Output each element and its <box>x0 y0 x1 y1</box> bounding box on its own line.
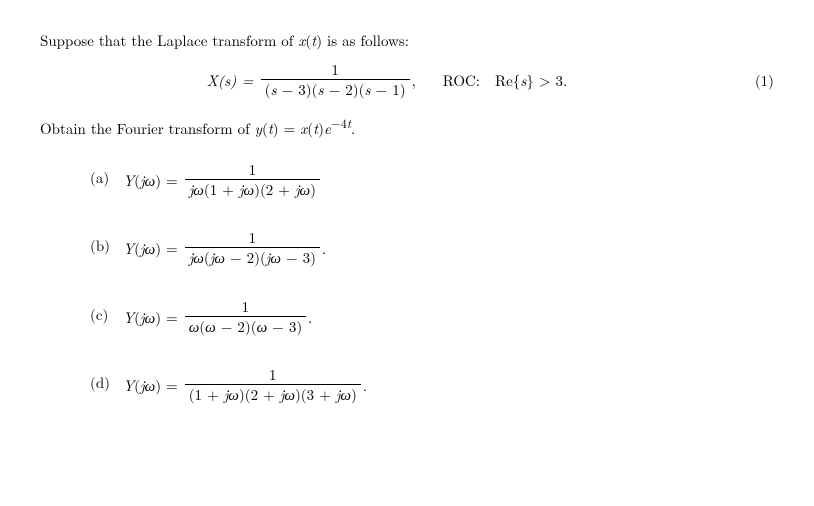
option-den: (1 + jω)(2 + jω)(3 + jω) <box>185 385 361 405</box>
option-fraction: 1 jω(1 + jω)(2 + jω) <box>185 161 320 200</box>
equation-row: X(s) = 1 (s − 3)(s − 2)(s − 1) , ROC: Re… <box>40 61 774 100</box>
option-fraction: 1 ω(ω − 2)(ω − 3) <box>185 298 306 337</box>
eq-roc: ROC: Re{s} > 3. <box>443 70 567 91</box>
prompt-eq: y <box>255 118 262 139</box>
prompt-exp: −4t <box>331 114 351 132</box>
prompt-suffix: . <box>351 118 355 139</box>
eq-comma: , <box>412 70 416 91</box>
eq-lhs: X(s) = <box>207 70 259 91</box>
option-num: 1 <box>185 229 320 248</box>
option-b: (b) Y(jω) = 1 jω(jω − 2)(jω − 3) . <box>90 229 774 268</box>
eq-fraction: 1 (s − 3)(s − 2)(s − 1) <box>261 61 410 100</box>
prompt-text: Obtain the Fourier transform of y(t) = x… <box>40 114 774 139</box>
option-d: (d) Y(jω) = 1 (1 + jω)(2 + jω)(3 + jω) . <box>90 366 774 405</box>
option-den: ω(ω − 2)(ω − 3) <box>185 317 306 337</box>
page: Suppose that the Laplace transform of x(… <box>0 0 814 506</box>
option-c: (c) Y(jω) = 1 ω(ω − 2)(ω − 3) . <box>90 298 774 337</box>
option-den: jω(1 + jω)(2 + jω) <box>185 180 320 200</box>
option-label: (a) <box>90 167 118 188</box>
eq-den: (s − 3)(s − 2)(s − 1) <box>261 80 410 100</box>
option-trail: . <box>308 306 312 327</box>
equation-center: X(s) = 1 (s − 3)(s − 2)(s − 1) , ROC: Re… <box>40 61 734 100</box>
option-trail: . <box>363 375 367 396</box>
eq-num: 1 <box>261 61 410 80</box>
option-num: 1 <box>185 161 320 180</box>
option-a: (a) Y(jω) = 1 jω(1 + jω)(2 + jω) <box>90 161 774 200</box>
option-label: (b) <box>90 235 118 256</box>
option-lhs: Y(jω) = <box>123 238 183 259</box>
equation-number: (1) <box>734 70 774 91</box>
option-fraction: 1 (1 + jω)(2 + jω)(3 + jω) <box>185 366 361 405</box>
option-lhs: Y(jω) = <box>123 169 183 190</box>
prompt-prefix: Obtain the Fourier transform of <box>40 118 255 139</box>
intro-text: Suppose that the Laplace transform of x(… <box>40 30 774 51</box>
option-lhs: Y(jω) = <box>123 375 183 396</box>
option-fraction: 1 jω(jω − 2)(jω − 3) <box>185 229 320 268</box>
option-num: 1 <box>185 298 306 317</box>
option-lhs: Y(jω) = <box>123 306 183 327</box>
option-label: (d) <box>90 372 118 393</box>
option-den: jω(jω − 2)(jω − 3) <box>185 248 320 268</box>
options-list: (a) Y(jω) = 1 jω(1 + jω)(2 + jω) (b) Y(j… <box>90 161 774 405</box>
option-num: 1 <box>185 366 361 385</box>
option-label: (c) <box>90 304 118 325</box>
option-trail: . <box>322 238 326 259</box>
